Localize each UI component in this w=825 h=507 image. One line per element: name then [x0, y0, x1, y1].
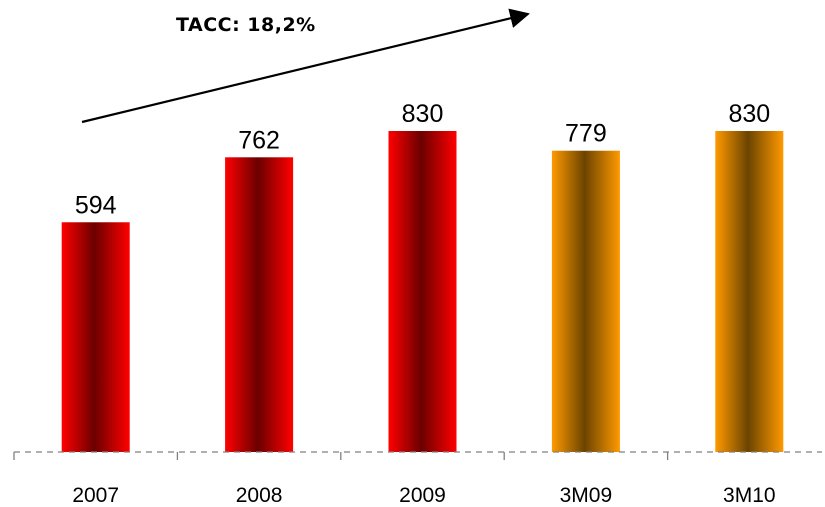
bar-2009 — [388, 131, 457, 452]
growth-annotation: TACC: 18,2% — [176, 14, 316, 36]
value-label-3m09: 779 — [565, 120, 607, 148]
value-labels: 594 762 830 779 830 — [75, 100, 770, 219]
category-label-2008: 2008 — [236, 484, 283, 507]
category-label-2009: 2009 — [399, 484, 446, 507]
category-label-2007: 2007 — [72, 484, 119, 507]
category-label-3m10: 3M10 — [723, 484, 776, 507]
bar-3m09 — [551, 150, 620, 452]
value-label-2009: 830 — [402, 100, 444, 128]
bar-2007 — [61, 222, 130, 452]
value-label-3m10: 830 — [728, 100, 770, 128]
category-label-3m09: 3M09 — [560, 484, 613, 507]
growth-arrow — [81, 8, 530, 124]
bar-2008 — [225, 157, 294, 452]
value-label-2008: 762 — [238, 126, 280, 154]
value-label-2007: 594 — [75, 191, 117, 219]
x-axis-ticks — [13, 452, 669, 460]
category-labels: 2007 2008 2009 3M09 3M10 — [72, 484, 775, 507]
bar-3m10 — [715, 131, 784, 452]
bar-series — [61, 131, 784, 452]
